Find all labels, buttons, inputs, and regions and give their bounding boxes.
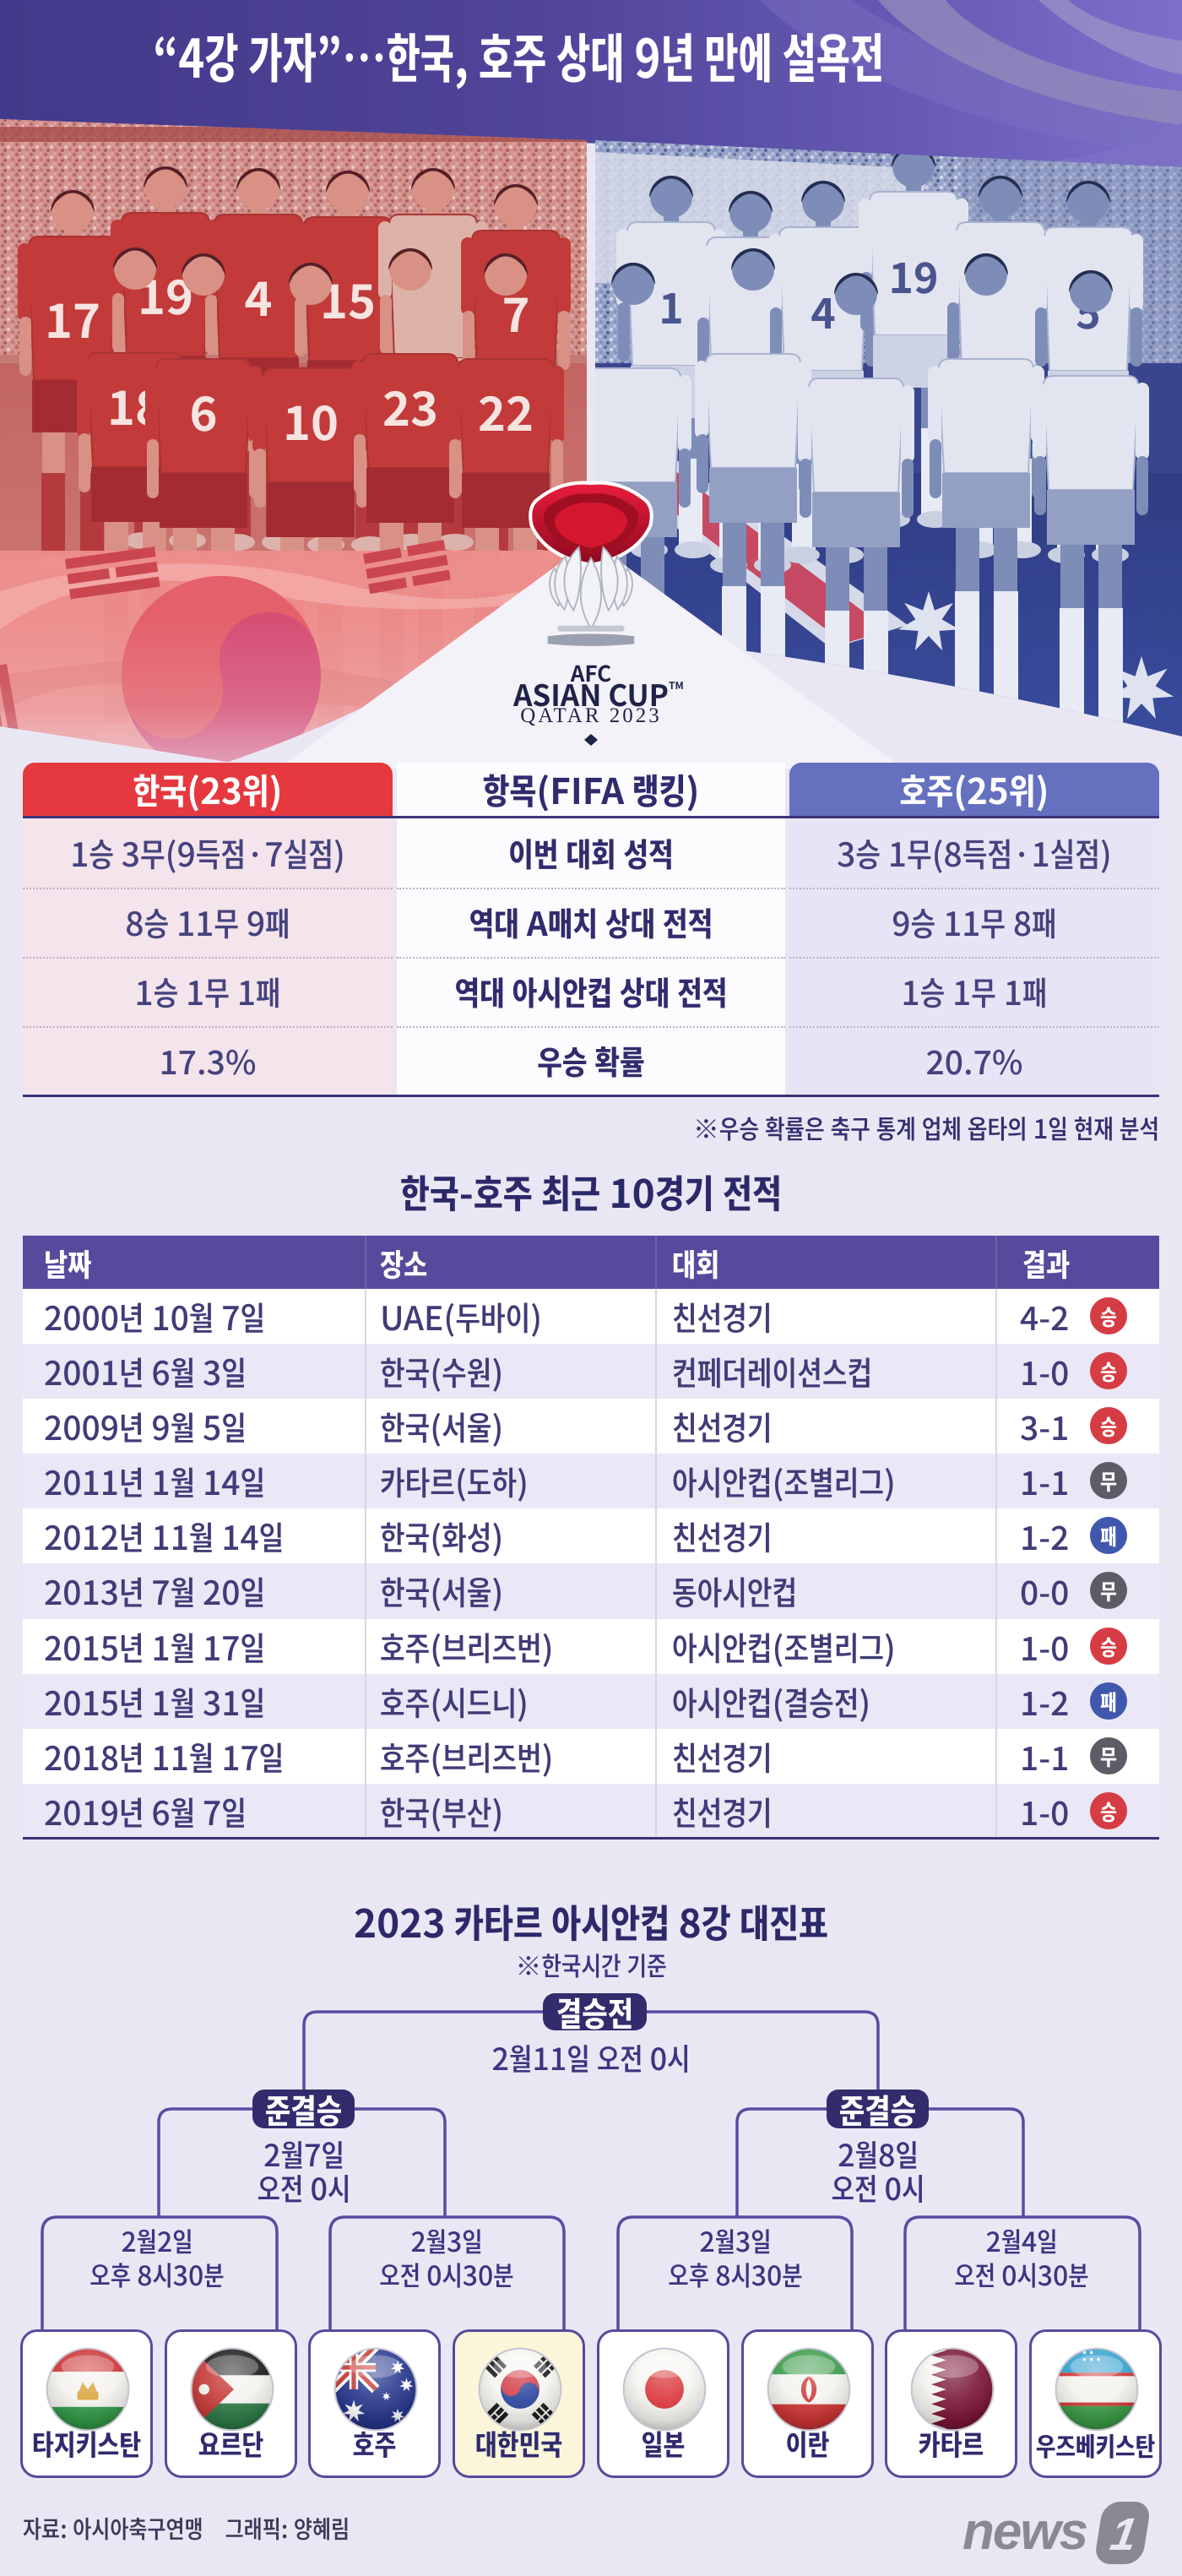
svg-text:19: 19 xyxy=(889,245,939,306)
svg-text:17: 17 xyxy=(45,284,100,352)
svg-text:QATAR 2023: QATAR 2023 xyxy=(520,704,662,727)
svg-text:news: news xyxy=(962,2503,1087,2561)
svg-text:6: 6 xyxy=(189,377,217,445)
svg-text:4: 4 xyxy=(811,280,836,341)
svg-text:ASIAN CUP: ASIAN CUP xyxy=(512,672,669,715)
svg-text:AFC: AFC xyxy=(570,657,611,688)
svg-text:1: 1 xyxy=(659,275,684,336)
svg-text:10: 10 xyxy=(283,386,339,454)
svg-text:TM: TM xyxy=(669,678,684,693)
svg-text:“4강 가자”⋯한국, 호주 상대 9년 만에 설욕전: “4강 가자”⋯한국, 호주 상대 9년 만에 설욕전 xyxy=(153,17,884,94)
svg-text:23: 23 xyxy=(382,372,438,440)
svg-text:4: 4 xyxy=(244,262,272,330)
svg-text:22: 22 xyxy=(478,377,534,445)
